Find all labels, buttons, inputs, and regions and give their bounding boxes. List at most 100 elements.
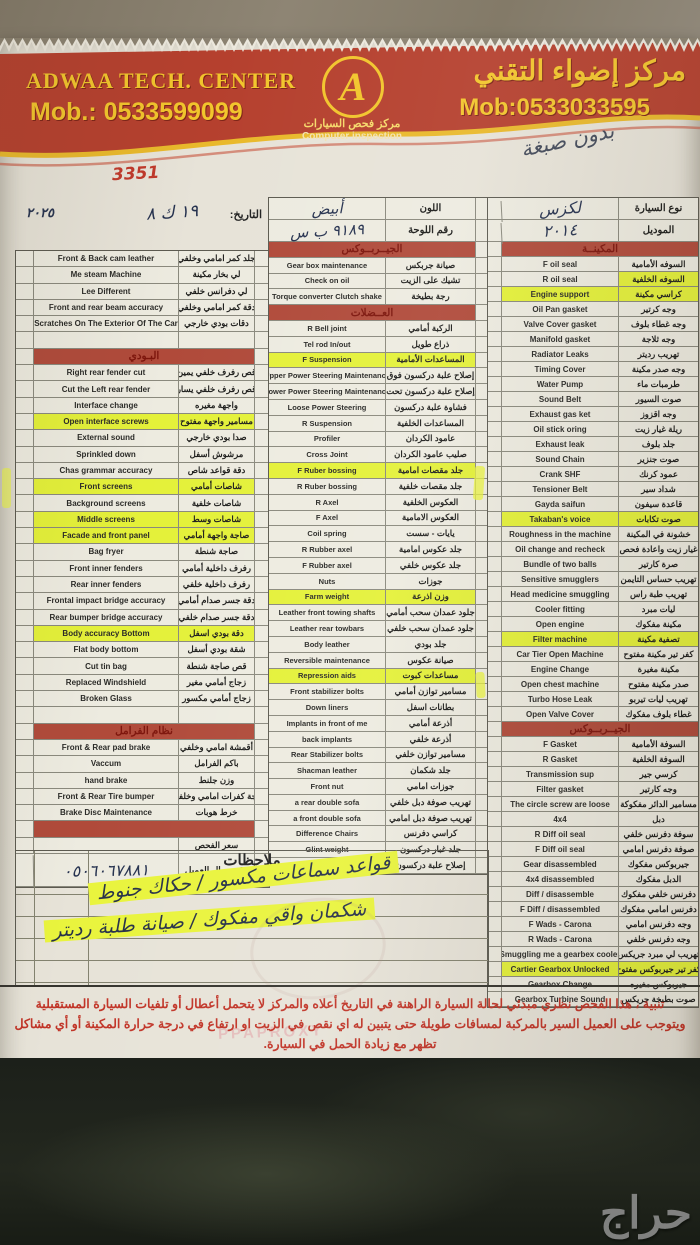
checkbox-cell[interactable]	[254, 528, 269, 544]
checkbox-cell[interactable]	[254, 251, 269, 267]
checkbox-cell[interactable]	[488, 917, 501, 931]
checkbox-cell[interactable]	[16, 805, 33, 820]
checkbox-cell[interactable]	[475, 715, 488, 731]
checkbox-cell[interactable]	[16, 773, 33, 788]
checkbox-cell[interactable]	[16, 610, 33, 625]
checkbox-cell[interactable]	[16, 512, 33, 527]
checkbox-cell[interactable]	[488, 782, 501, 796]
checkbox-cell[interactable]	[475, 731, 488, 747]
checkbox-cell[interactable]	[488, 602, 501, 616]
checkbox-cell[interactable]	[16, 544, 33, 559]
checkbox-cell[interactable]	[488, 527, 501, 541]
checkbox-cell[interactable]	[16, 789, 33, 804]
checkbox-cell[interactable]	[475, 320, 488, 336]
checkbox-cell[interactable]	[16, 593, 33, 608]
notes-ruled-line[interactable]	[16, 939, 488, 961]
checkbox-cell[interactable]	[475, 542, 488, 557]
checkbox-cell[interactable]	[254, 691, 269, 707]
checkbox-cell[interactable]	[475, 842, 488, 858]
checkbox-cell[interactable]	[475, 220, 488, 241]
checkbox-cell[interactable]	[16, 398, 33, 413]
checkbox-cell[interactable]	[475, 526, 488, 542]
checkbox-cell[interactable]	[475, 605, 488, 621]
checkbox-cell[interactable]	[475, 700, 488, 715]
checkbox-cell[interactable]	[16, 528, 33, 543]
checkbox-cell[interactable]	[254, 756, 269, 772]
checkbox-cell[interactable]	[16, 642, 33, 657]
checkbox-cell[interactable]	[475, 810, 488, 826]
notes-ruled-line[interactable]	[16, 961, 488, 983]
checkbox-cell[interactable]	[488, 572, 501, 586]
checkbox-cell[interactable]	[16, 724, 33, 739]
checkbox-cell[interactable]	[254, 625, 269, 642]
checkbox-cell[interactable]	[16, 365, 33, 380]
checkbox-cell[interactable]	[16, 284, 33, 299]
checkbox-cell[interactable]	[488, 512, 501, 526]
checkbox-cell[interactable]	[16, 316, 33, 331]
checkbox-cell[interactable]	[488, 692, 501, 706]
checkbox-cell[interactable]	[488, 902, 501, 916]
checkbox-cell[interactable]	[475, 794, 488, 810]
checkbox-cell[interactable]	[16, 349, 33, 364]
checkbox-cell[interactable]	[254, 299, 269, 316]
checkbox-cell[interactable]	[488, 962, 501, 976]
checkbox-cell[interactable]	[16, 495, 33, 510]
checkbox-cell[interactable]	[254, 805, 269, 821]
checkbox-cell[interactable]	[254, 365, 269, 381]
checkbox-cell[interactable]	[254, 348, 269, 365]
checkbox-cell[interactable]	[16, 821, 33, 836]
checkbox-cell[interactable]	[16, 756, 33, 771]
checkbox-cell[interactable]	[488, 542, 501, 556]
checkbox-cell[interactable]	[475, 510, 488, 526]
checkbox-cell[interactable]	[475, 557, 488, 573]
checkbox-cell[interactable]	[254, 642, 269, 658]
checkbox-cell[interactable]	[475, 494, 488, 510]
checkbox-cell[interactable]	[488, 392, 501, 406]
checkbox-cell[interactable]	[488, 557, 501, 571]
checkbox-cell[interactable]	[488, 842, 501, 856]
checkbox-cell[interactable]	[488, 707, 501, 721]
checkbox-cell[interactable]	[254, 332, 269, 348]
checkbox-cell[interactable]	[254, 821, 269, 837]
checkbox-cell[interactable]	[16, 577, 33, 592]
notes-ruled-line[interactable]	[16, 873, 488, 895]
checkbox-cell[interactable]	[254, 658, 269, 674]
checkbox-cell[interactable]	[488, 587, 501, 601]
checkbox-cell[interactable]	[488, 647, 501, 661]
checkbox-cell[interactable]	[475, 257, 488, 273]
checkbox-cell[interactable]	[254, 723, 269, 739]
checkbox-cell[interactable]	[254, 267, 269, 283]
checkbox-cell[interactable]	[488, 422, 501, 436]
checkbox-cell[interactable]	[488, 317, 501, 331]
checkbox-cell[interactable]	[254, 462, 269, 479]
checkbox-cell[interactable]	[254, 413, 269, 430]
checkbox-cell[interactable]	[475, 384, 488, 399]
checkbox-cell[interactable]	[475, 779, 488, 794]
checkbox-cell[interactable]	[254, 609, 269, 625]
checkbox-cell[interactable]	[475, 763, 488, 779]
checkbox-cell[interactable]	[488, 662, 501, 676]
checkbox-cell[interactable]	[475, 399, 488, 415]
checkbox-cell[interactable]	[16, 740, 33, 755]
checkbox-cell[interactable]	[488, 932, 501, 946]
checkbox-cell[interactable]	[254, 479, 269, 495]
checkbox-cell[interactable]	[488, 452, 501, 466]
checkbox-cell[interactable]	[475, 415, 488, 431]
checkbox-cell[interactable]	[254, 544, 269, 560]
checkbox-cell[interactable]	[488, 302, 501, 316]
checkbox-cell[interactable]	[488, 377, 501, 391]
checkbox-cell[interactable]	[254, 837, 269, 853]
checkbox-cell[interactable]	[488, 947, 501, 961]
checkbox-cell[interactable]	[488, 722, 501, 736]
checkbox-cell[interactable]	[488, 437, 501, 451]
checkbox-cell[interactable]	[475, 652, 488, 668]
checkbox-cell[interactable]	[254, 430, 269, 446]
checkbox-cell[interactable]	[16, 626, 33, 641]
checkbox-cell[interactable]	[488, 332, 501, 346]
checkbox-cell[interactable]	[488, 827, 501, 841]
checkbox-cell[interactable]	[254, 739, 269, 756]
checkbox-cell[interactable]	[16, 479, 33, 494]
checkbox-cell[interactable]	[488, 617, 501, 631]
checkbox-cell[interactable]	[488, 220, 501, 241]
checkbox-cell[interactable]	[488, 497, 501, 511]
